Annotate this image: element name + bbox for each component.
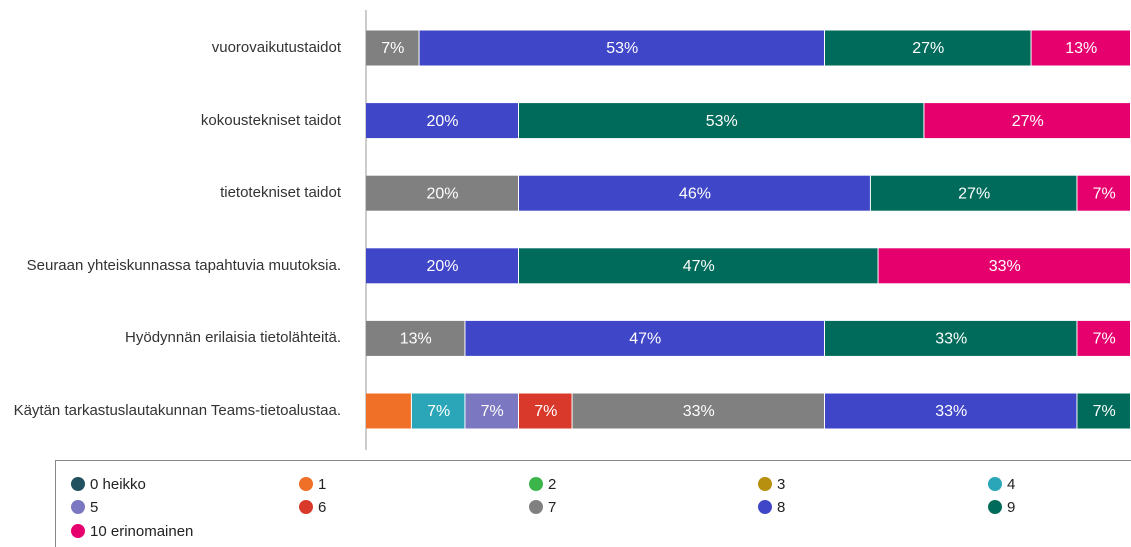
- legend-label: 4: [1007, 476, 1015, 493]
- legend-marker: [988, 500, 1002, 514]
- bar-segment: [825, 30, 1031, 66]
- legend-marker: [758, 500, 772, 514]
- bar-segment: [465, 320, 824, 356]
- value-label: 20%: [426, 113, 458, 130]
- value-label: 27%: [1012, 113, 1044, 130]
- bar-segment: [419, 30, 824, 66]
- value-label: 33%: [989, 258, 1021, 275]
- bar-segment: [519, 175, 870, 211]
- bar-segment: [366, 103, 518, 139]
- bar-segment: [1077, 393, 1130, 429]
- value-label: 53%: [606, 40, 638, 57]
- value-label: 27%: [958, 185, 990, 202]
- legend-label: 6: [318, 499, 326, 516]
- value-label: 7%: [1093, 331, 1116, 348]
- bar-segment: [465, 393, 518, 429]
- value-label: 53%: [706, 113, 738, 130]
- legend-label: 0 heikko: [90, 476, 146, 493]
- legend-marker: [529, 477, 543, 491]
- value-label: 27%: [912, 40, 944, 57]
- value-label: 20%: [426, 185, 458, 202]
- legend-marker: [71, 500, 85, 514]
- legend-marker: [71, 477, 85, 491]
- legend-marker: [299, 477, 313, 491]
- value-label: 33%: [935, 403, 967, 420]
- bar-segment: [366, 175, 518, 211]
- bar-segment: [366, 320, 465, 356]
- value-label: 7%: [381, 40, 404, 57]
- value-label: 7%: [534, 403, 557, 420]
- legend-label: 8: [777, 499, 785, 516]
- value-label: 7%: [481, 403, 504, 420]
- legend-marker: [71, 524, 85, 538]
- bar-segment: [572, 393, 824, 429]
- legend-marker: [758, 477, 772, 491]
- legend-label: 7: [548, 499, 556, 516]
- value-label: 13%: [1065, 40, 1097, 57]
- legend-label: 10 erinomainen: [90, 523, 193, 540]
- category-label: Seuraan yhteiskunnassa tapahtuvia muutok…: [26, 256, 341, 274]
- value-label: 47%: [629, 331, 661, 348]
- value-label: 7%: [427, 403, 450, 420]
- bar-segment: [870, 175, 1077, 211]
- legend-label: 1: [318, 476, 326, 493]
- value-label: 33%: [935, 331, 967, 348]
- legend-marker: [529, 500, 543, 514]
- legend-label: 5: [90, 499, 98, 516]
- value-label: 7%: [1093, 403, 1116, 420]
- bar-segment: [366, 393, 411, 429]
- category-label: tietotekniset taidot: [220, 184, 341, 202]
- category-label: vuorovaikutustaidot: [211, 39, 341, 56]
- bar-segment: [519, 393, 572, 429]
- category-label: Käytän tarkastuslautakunnan Teams-tietoa…: [13, 402, 341, 419]
- value-label: 47%: [683, 258, 715, 275]
- value-label: 20%: [426, 258, 458, 275]
- bar-segment: [924, 103, 1130, 139]
- bar-segment: [1031, 30, 1130, 66]
- bar-segment: [366, 248, 518, 284]
- bar-segment: [825, 393, 1077, 429]
- legend-marker: [299, 500, 313, 514]
- value-label: 33%: [683, 403, 715, 420]
- legend-label: 2: [548, 476, 556, 493]
- value-label: 7%: [1093, 185, 1116, 202]
- bar-segment: [519, 103, 924, 139]
- legend-box: [55, 460, 1131, 547]
- bar-segment: [1077, 175, 1130, 211]
- legend-marker: [988, 477, 1002, 491]
- bar-segment: [1077, 320, 1130, 356]
- legend-label: 9: [1007, 499, 1015, 516]
- bar-segment: [366, 30, 419, 66]
- value-label: 46%: [679, 185, 711, 202]
- category-label: Hyödynnän erilaisia tietolähteitä.: [125, 329, 341, 347]
- legend-label: 3: [777, 476, 785, 493]
- bar-segment: [411, 393, 465, 429]
- bar-segment: [825, 320, 1077, 356]
- value-label: 13%: [400, 331, 432, 348]
- category-label: kokoustekniset taidot: [200, 111, 341, 129]
- bar-segment: [878, 248, 1130, 284]
- bar-segment: [519, 248, 878, 284]
